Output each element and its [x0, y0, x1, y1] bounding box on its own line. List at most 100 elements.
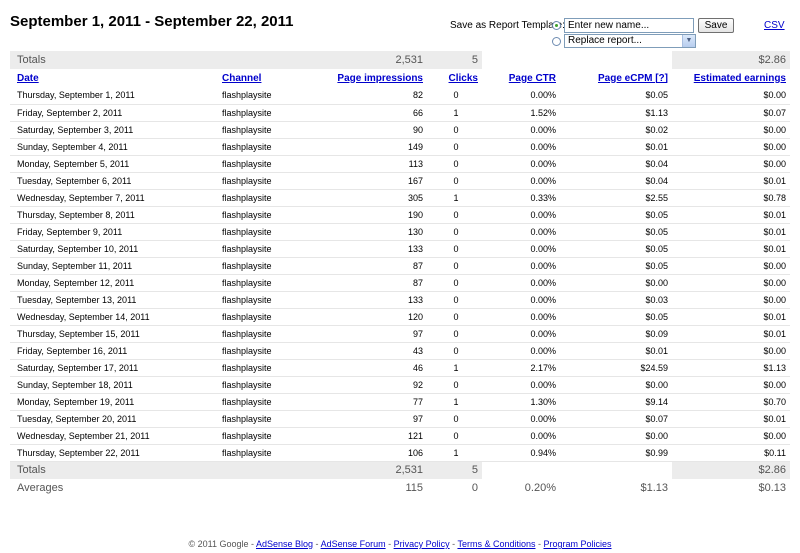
cell-date: Wednesday, September 21, 2011: [10, 427, 215, 445]
cell-estimated-earnings: $0.00: [672, 87, 790, 105]
totals-impressions: 2,531: [315, 51, 427, 69]
cell-clicks: 0: [427, 240, 482, 258]
cell-page-ctr: 0.00%: [482, 427, 560, 445]
cell-page-ctr: 0.00%: [482, 291, 560, 309]
cell-date: Thursday, September 1, 2011: [10, 87, 215, 105]
cell-clicks: 0: [427, 342, 482, 360]
cell-page-ecpm: $0.05: [560, 223, 672, 241]
cell-date: Sunday, September 18, 2011: [10, 376, 215, 394]
cell-date: Sunday, September 11, 2011: [10, 257, 215, 275]
cell-page-impressions: 97: [315, 325, 427, 343]
cell-estimated-earnings: $0.11: [672, 444, 790, 462]
cell-estimated-earnings: $0.00: [672, 376, 790, 394]
cell-page-ecpm: $0.00: [560, 274, 672, 292]
cell-page-impressions: 133: [315, 291, 427, 309]
csv-link[interactable]: CSV: [764, 20, 785, 31]
cell-page-ecpm: $0.01: [560, 138, 672, 156]
save-button[interactable]: Save: [698, 18, 734, 33]
cell-page-ecpm: $0.05: [560, 240, 672, 258]
cell-channel: flashplaysite: [215, 427, 315, 445]
cell-clicks: 0: [427, 121, 482, 139]
averages-ecpm: $1.13: [560, 479, 672, 497]
cell-channel: flashplaysite: [215, 393, 315, 411]
cell-clicks: 0: [427, 410, 482, 428]
cell-page-impressions: 149: [315, 138, 427, 156]
cell-page-ctr: 2.17%: [482, 359, 560, 377]
table-row: Saturday, September 3, 2011 flashplaysite…: [10, 121, 790, 139]
cell-page-ctr: 0.00%: [482, 274, 560, 292]
cell-clicks: 0: [427, 325, 482, 343]
cell-page-ctr: 0.33%: [482, 189, 560, 207]
averages-impressions: 115: [315, 479, 427, 497]
cell-page-impressions: 120: [315, 308, 427, 326]
cell-channel: flashplaysite: [215, 342, 315, 360]
cell-page-ctr: 0.00%: [482, 206, 560, 224]
cell-page-ecpm: $0.01: [560, 342, 672, 360]
report-date-range-title: September 1, 2011 - September 22, 2011: [10, 13, 294, 30]
cell-channel: flashplaysite: [215, 138, 315, 156]
cell-date: Friday, September 9, 2011: [10, 223, 215, 241]
column-header-date[interactable]: Date: [17, 72, 39, 84]
cell-page-ctr: 0.00%: [482, 376, 560, 394]
cell-estimated-earnings: $0.01: [672, 240, 790, 258]
column-header-page-ctr[interactable]: Page CTR: [508, 72, 556, 84]
chevron-down-icon[interactable]: ▼: [682, 35, 695, 47]
cell-date: Friday, September 2, 2011: [10, 104, 215, 122]
column-header-channel[interactable]: Channel: [222, 72, 262, 84]
cell-page-ctr: 1.52%: [482, 104, 560, 122]
cell-page-impressions: 190: [315, 206, 427, 224]
totals-clicks: 5: [427, 461, 482, 479]
cell-page-ctr: 0.94%: [482, 444, 560, 462]
table-row: Monday, September 19, 2011 flashplaysite 7…: [10, 393, 790, 411]
footer-link-program-policies[interactable]: Program Policies: [543, 539, 612, 549]
cell-clicks: 0: [427, 274, 482, 292]
column-header-estimated-earnings[interactable]: Estimated earnings: [693, 72, 786, 84]
cell-channel: flashplaysite: [215, 121, 315, 139]
earnings-report-table: Totals 2,531 5 $2.86 Date Channel Page i…: [10, 51, 790, 497]
footer-link-adsense-blog[interactable]: AdSense Blog: [256, 539, 314, 549]
cell-clicks: 1: [427, 189, 482, 207]
cell-page-ecpm: $0.05: [560, 308, 672, 326]
cell-channel: flashplaysite: [215, 274, 315, 292]
cell-clicks: 1: [427, 393, 482, 411]
table-row: Thursday, September 22, 2011 flashplaysit…: [10, 444, 790, 462]
cell-estimated-earnings: $0.01: [672, 308, 790, 326]
cell-channel: flashplaysite: [215, 257, 315, 275]
cell-page-ecpm: $0.05: [560, 87, 672, 105]
cell-page-ctr: 0.00%: [482, 410, 560, 428]
cell-channel: flashplaysite: [215, 172, 315, 190]
report-rows: Thursday, September 1, 2011 flashplaysite…: [10, 87, 790, 462]
cell-page-ctr: 0.00%: [482, 138, 560, 156]
replace-report-select[interactable]: Replace report... ▼: [564, 34, 696, 48]
column-header-page-impressions[interactable]: Page impressions: [337, 72, 423, 84]
footer-link-privacy-policy[interactable]: Privacy Policy: [393, 539, 450, 549]
table-row: Tuesday, September 13, 2011 flashplaysite…: [10, 291, 790, 309]
totals-label: Totals: [10, 51, 215, 69]
table-row: Friday, September 2, 2011 flashplaysite 66…: [10, 104, 790, 122]
cell-date: Sunday, September 4, 2011: [10, 138, 215, 156]
cell-page-ctr: 0.00%: [482, 308, 560, 326]
column-header-clicks[interactable]: Clicks: [448, 72, 478, 84]
footer-link-terms-conditions[interactable]: Terms & Conditions: [457, 539, 536, 549]
cell-channel: flashplaysite: [215, 223, 315, 241]
cell-page-impressions: 43: [315, 342, 427, 360]
replace-report-radio[interactable]: [552, 37, 561, 46]
footer-link-adsense-forum[interactable]: AdSense Forum: [320, 539, 386, 549]
cell-estimated-earnings: $0.78: [672, 189, 790, 207]
table-row: Wednesday, September 14, 2011 flashplaysi…: [10, 308, 790, 326]
new-name-radio[interactable]: [552, 21, 561, 30]
cell-clicks: 0: [427, 206, 482, 224]
cell-channel: flashplaysite: [215, 155, 315, 173]
template-name-input[interactable]: [564, 18, 694, 33]
table-row: Saturday, September 10, 2011 flashplaysit…: [10, 240, 790, 258]
table-header-row: Date Channel Page impressions Clicks Pag…: [10, 69, 790, 87]
cell-clicks: 0: [427, 172, 482, 190]
cell-estimated-earnings: $0.00: [672, 121, 790, 139]
cell-clicks: 1: [427, 104, 482, 122]
cell-clicks: 0: [427, 291, 482, 309]
totals-earnings: $2.86: [672, 51, 790, 69]
averages-label: Averages: [10, 479, 215, 497]
column-header-page-ecpm[interactable]: Page eCPM [?]: [597, 72, 668, 84]
cell-page-ecpm: $0.99: [560, 444, 672, 462]
